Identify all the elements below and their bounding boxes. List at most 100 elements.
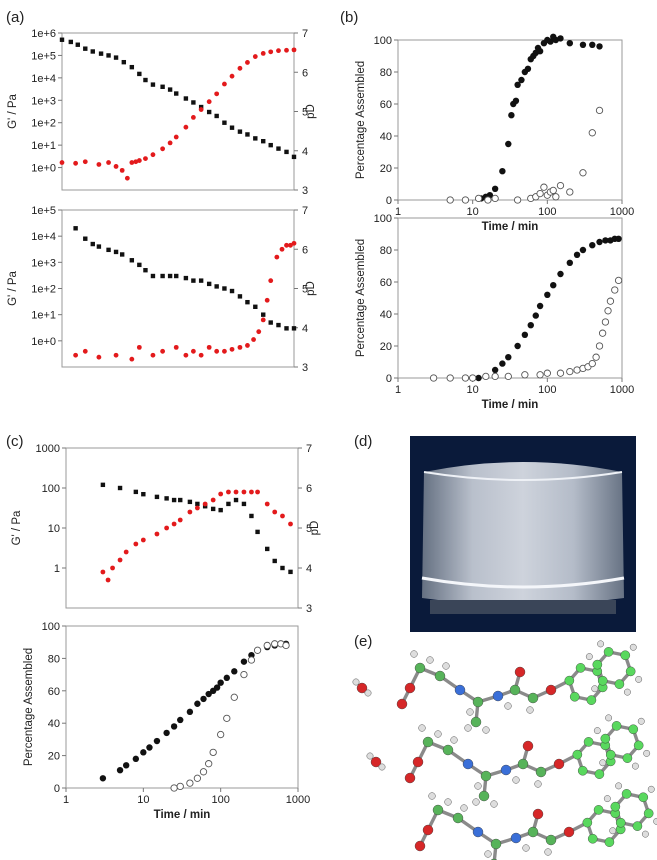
chart-5-point xyxy=(205,760,213,768)
gel-vial-photo xyxy=(410,436,636,632)
chart-2-point xyxy=(206,281,212,287)
chart-1-point xyxy=(491,194,499,203)
chart-4-point xyxy=(187,499,193,505)
chart-0-point xyxy=(119,167,125,173)
chart-4-point xyxy=(171,497,177,503)
chain-atom xyxy=(434,670,446,682)
chain-atom xyxy=(422,736,434,748)
chart-0-point xyxy=(59,160,65,165)
chart-3-point xyxy=(461,374,470,382)
chart-3-ytick-label: 100 xyxy=(374,213,392,225)
hydrogen-atom xyxy=(637,717,645,725)
chart-0-point xyxy=(129,64,135,70)
chart-3-point xyxy=(614,276,623,285)
chain-atom xyxy=(509,684,521,696)
chart-4-point xyxy=(255,489,260,495)
chart-3-point xyxy=(543,369,551,377)
hydrogen-atom xyxy=(460,804,468,812)
carbon-atom xyxy=(572,749,583,760)
chart-2-point xyxy=(190,348,196,354)
chart-4-point xyxy=(100,569,106,575)
hydrogen-atom xyxy=(410,650,418,658)
chart-2-point xyxy=(90,241,95,247)
carbon-atom xyxy=(614,679,625,689)
chart-5-point xyxy=(153,737,161,745)
water-hydrogen xyxy=(378,763,386,771)
chart-0-point xyxy=(167,140,173,146)
chart-2-ytick-label: 1e+1 xyxy=(31,310,56,322)
chart-0-plot-frame xyxy=(61,32,295,191)
chart-4-ylabel-right: pD xyxy=(309,521,321,536)
hydrogen-atom xyxy=(643,749,651,757)
chart-4-point xyxy=(255,529,260,535)
chart-3-point xyxy=(595,342,604,350)
chart-0-ylabel: G' / Pa xyxy=(7,94,19,129)
chart-2-point xyxy=(256,329,262,335)
chart-3-point xyxy=(611,286,619,294)
chart-4-point xyxy=(187,509,193,515)
chart-4-point xyxy=(210,506,216,512)
chart-2-point xyxy=(268,320,273,325)
chain-atom xyxy=(472,696,484,708)
chart-1-xlabel: Time / min xyxy=(482,221,539,233)
chart-2-y2tick-label: 6 xyxy=(302,244,308,256)
carbon-atom xyxy=(600,733,611,744)
chain-atom xyxy=(442,744,454,756)
chart-1-ytick-label: 0 xyxy=(386,195,392,207)
chain-atom xyxy=(454,684,466,696)
chain-atom xyxy=(432,804,444,816)
chart-4-series-1 xyxy=(100,489,293,583)
chart-4-ytick-label: 1 xyxy=(54,563,60,575)
chart-0-point xyxy=(268,142,273,148)
chart-5-point xyxy=(231,668,238,675)
chart-0-y2tick-label: 6 xyxy=(302,67,308,79)
chain-atom xyxy=(527,692,539,704)
chart-2-point xyxy=(173,344,179,350)
chart-2-y2tick-label: 3 xyxy=(302,362,308,374)
hydrogen-atom xyxy=(597,640,604,648)
chart-5-point xyxy=(253,646,262,654)
chart-3-point xyxy=(589,242,596,249)
chart-0-point xyxy=(183,124,189,130)
chart-3-point xyxy=(579,246,587,254)
chart-2-point xyxy=(73,352,79,358)
chart-1-point xyxy=(491,185,499,192)
panel-label-b: (b) xyxy=(340,9,358,26)
chart-2-point xyxy=(284,326,289,331)
chart-1-point xyxy=(484,196,492,204)
chart-2-point xyxy=(264,297,270,303)
chart-2-point xyxy=(260,317,266,323)
carbon-atom xyxy=(633,740,644,751)
chart-0-point xyxy=(245,132,250,137)
oxygen-atom xyxy=(404,682,416,694)
chart-2-point xyxy=(229,288,235,294)
chart-5-xtick-label: 1 xyxy=(63,794,69,806)
chart-3-point xyxy=(544,291,551,298)
chart-0-point xyxy=(284,47,289,53)
oxygen-atom xyxy=(514,666,526,678)
carbon-atom xyxy=(597,675,608,686)
chart-4-point xyxy=(226,501,231,507)
chart-3-xtick-label: 10 xyxy=(467,384,479,396)
chart-0-point xyxy=(214,91,220,97)
chart-0-ytick-label: 1e+0 xyxy=(31,163,56,175)
carbon-atom xyxy=(583,737,594,747)
water-oxygen xyxy=(370,756,382,768)
chart-1-point xyxy=(596,43,603,50)
chart-3-point xyxy=(491,366,499,374)
chart-5-point xyxy=(217,679,224,686)
chain-atom xyxy=(500,764,512,776)
carbon-atom xyxy=(622,753,633,763)
hydrogen-atom xyxy=(632,762,639,770)
chart-5-point xyxy=(200,695,207,703)
chart-2-point xyxy=(237,344,243,350)
carbon-atom xyxy=(625,666,636,677)
chain-atom xyxy=(535,766,547,778)
chart-1-point xyxy=(566,188,574,196)
chart-4-point xyxy=(133,541,139,547)
chart-2-point xyxy=(237,294,243,299)
chain-atom xyxy=(472,826,484,838)
chart-2-point xyxy=(143,268,148,273)
water-hydrogen xyxy=(366,752,374,760)
hydrogen-atom xyxy=(534,780,542,788)
